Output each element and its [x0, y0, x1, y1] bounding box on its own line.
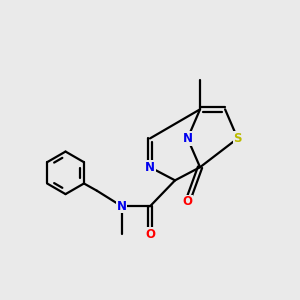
- Text: N: N: [145, 161, 155, 174]
- Text: S: S: [233, 132, 242, 145]
- Text: N: N: [117, 200, 127, 213]
- Text: N: N: [182, 132, 193, 145]
- Text: O: O: [182, 195, 193, 208]
- Text: O: O: [145, 228, 155, 241]
